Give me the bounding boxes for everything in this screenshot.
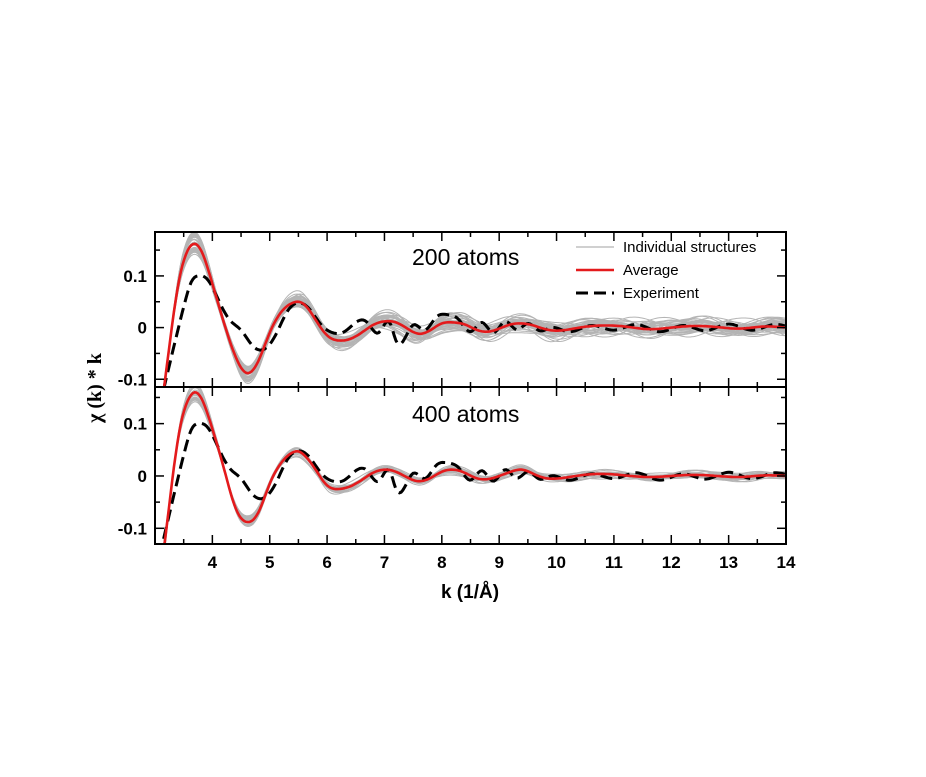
panel-top-title: 200 atoms bbox=[412, 244, 519, 270]
individual-structure-line bbox=[164, 236, 785, 387]
x-axis-label: k (1/Å) bbox=[441, 582, 499, 603]
x-tick-label: 5 bbox=[265, 553, 274, 572]
individual-structure-line bbox=[164, 387, 786, 544]
x-tick-label: 9 bbox=[494, 553, 503, 572]
individual-structure-line bbox=[163, 397, 785, 544]
x-tick-label: 8 bbox=[437, 553, 446, 572]
x-tick-label: 12 bbox=[662, 553, 681, 572]
individual-structure-line bbox=[163, 398, 785, 544]
y-tick-label: 0 bbox=[138, 467, 147, 486]
y-tick-label: 0.1 bbox=[123, 267, 147, 286]
individual-structure-line bbox=[163, 401, 785, 544]
panel-top: -0.1 0 0.1 200 atoms Individual structures… bbox=[118, 231, 787, 389]
individual-structure-line bbox=[164, 234, 785, 387]
legend-average-label: Average bbox=[623, 262, 679, 279]
legend-experiment-label: Experiment bbox=[623, 285, 700, 302]
individual-structure-line bbox=[163, 239, 786, 387]
x-tick-label: 7 bbox=[380, 553, 389, 572]
y-tick-label: -0.1 bbox=[118, 370, 147, 389]
individual-structure-line bbox=[163, 396, 785, 544]
individual-structure-line bbox=[163, 399, 785, 544]
individual-structure-line bbox=[164, 241, 785, 387]
x-tick-label: 14 bbox=[777, 553, 796, 572]
individual-structure-line bbox=[164, 234, 786, 387]
y-tick-label: 0 bbox=[138, 319, 147, 338]
individual-structure-line bbox=[163, 238, 785, 387]
y-tick-label: -0.1 bbox=[118, 519, 147, 538]
average-series bbox=[163, 390, 785, 544]
y-axis-label: χ (k) * k bbox=[84, 352, 106, 424]
individual-structure-line bbox=[164, 235, 786, 387]
individual-structure-line bbox=[163, 398, 785, 544]
individual-structure-line bbox=[163, 397, 785, 544]
individual-structure-line bbox=[164, 236, 786, 387]
individual-structure-line bbox=[164, 238, 786, 387]
individual-structure-line bbox=[163, 396, 785, 544]
x-tick-label: 4 bbox=[208, 553, 218, 572]
experiment-series bbox=[162, 421, 786, 540]
average-line bbox=[163, 390, 785, 544]
average-series bbox=[162, 242, 786, 387]
average-line bbox=[162, 242, 786, 387]
legend: Individual structures Average Experiment bbox=[576, 239, 756, 302]
x-tick-label: 6 bbox=[322, 553, 331, 572]
individual-structure-line bbox=[163, 397, 785, 544]
individual-structure-line bbox=[164, 236, 785, 387]
experiment-line bbox=[162, 421, 786, 540]
panel-bottom-title: 400 atoms bbox=[412, 401, 519, 427]
y-tick-label: 0.1 bbox=[123, 415, 147, 434]
panel-bottom: -0.1 0 0.1 4 5 6 7 8 9 10 11 12 13 14 400 atoms bbox=[118, 386, 796, 572]
panel-bottom-ticks: -0.1 0 0.1 4 5 6 7 8 9 10 11 12 13 14 bbox=[118, 387, 796, 572]
x-tick-label: 13 bbox=[719, 553, 738, 572]
individual-structure-line bbox=[163, 399, 786, 544]
panel-top-ticks: -0.1 0 0.1 bbox=[118, 232, 787, 389]
x-tick-label: 10 bbox=[547, 553, 566, 572]
individual-structure-line bbox=[164, 238, 785, 387]
individual-structure-line bbox=[163, 394, 786, 544]
individual-structure-line bbox=[164, 242, 785, 387]
x-tick-label: 11 bbox=[605, 553, 623, 572]
legend-individual-label: Individual structures bbox=[623, 239, 756, 256]
